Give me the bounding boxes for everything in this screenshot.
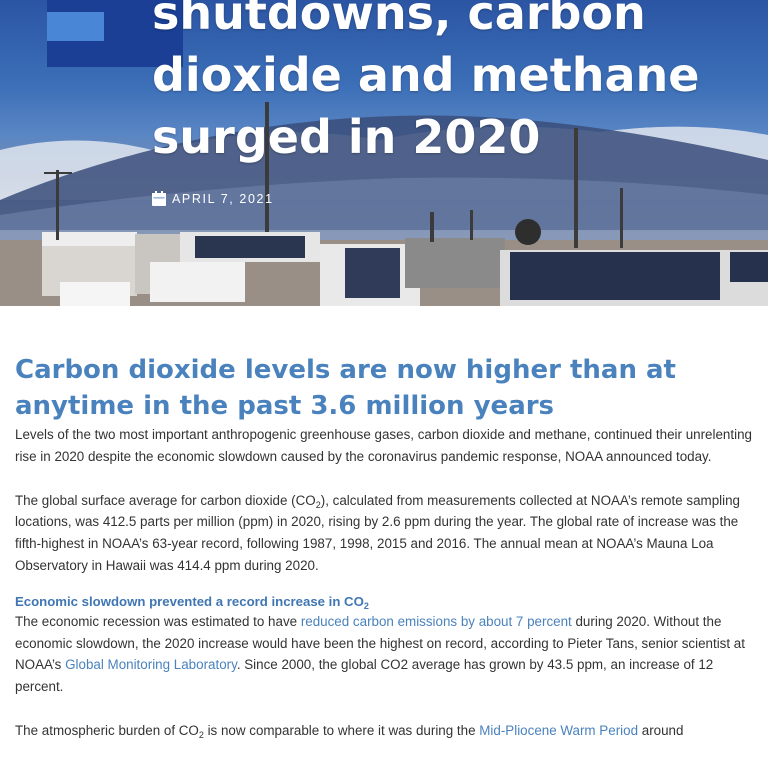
p2-text-a: The global surface average for carbon di…	[15, 492, 316, 508]
subheading-subscript: 2	[363, 600, 369, 611]
p4-subscript: 2	[198, 729, 204, 740]
p3-text-c: . Since 2000, the global CO2 average has…	[15, 657, 714, 695]
paragraph-intro: Levels of the two most important anthrop…	[15, 427, 752, 464]
p4-text-b: is now comparable to where it was during…	[203, 722, 480, 738]
p3-text-b: during 2020. Without the economic slowdo…	[15, 613, 745, 673]
paragraph-atmospheric-burden: The atmospheric burden of CO2 is now com…	[15, 720, 752, 742]
site-logo[interactable]	[47, 0, 183, 67]
publish-date: APRIL 7, 2021	[152, 191, 274, 206]
hero-photo	[0, 102, 768, 306]
subheading-text: Economic slowdown prevented a record inc…	[15, 593, 364, 609]
p4-text-a: The atmospheric burden of CO	[15, 722, 199, 738]
paragraph-co2-average: The global surface average for carbon di…	[15, 490, 752, 577]
section-heading: Carbon dioxide levels are now higher tha…	[15, 355, 676, 421]
paragraph-recession: The economic recession was estimated to …	[15, 611, 752, 698]
link-reduced-emissions[interactable]: reduced carbon emissions by about 7 perc…	[300, 613, 572, 629]
p4-text-c: around	[638, 722, 684, 738]
link-mid-pliocene[interactable]: Mid-Pliocene Warm Period	[479, 722, 639, 738]
logo-mark	[47, 12, 104, 41]
calendar-icon	[152, 191, 166, 206]
p2-text-b: ), calculated from measurements collecte…	[15, 492, 740, 573]
co2-subscript: 2	[315, 499, 321, 510]
article-title: shutdowns, carbon dioxide and methane su…	[152, 0, 700, 164]
link-global-monitoring-lab[interactable]: Global Monitoring Laboratory	[65, 657, 237, 673]
hero-banner: shutdowns, carbon dioxide and methane su…	[0, 0, 768, 306]
article-body: Carbon dioxide levels are now higher tha…	[0, 306, 768, 742]
p3-text-a: The economic recession was estimated to …	[15, 613, 301, 629]
subheading-economic-slowdown: Economic slowdown prevented a record inc…	[15, 593, 752, 611]
publish-date-text: APRIL 7, 2021	[172, 191, 274, 206]
